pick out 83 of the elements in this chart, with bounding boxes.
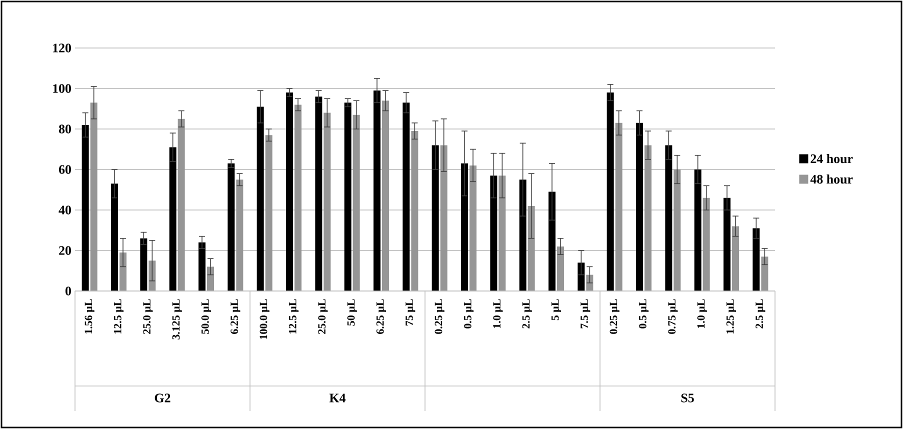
bar	[432, 145, 439, 291]
bar	[606, 92, 614, 291]
bar	[519, 180, 526, 291]
text: G2	[154, 394, 170, 402]
bar	[615, 122, 622, 291]
y-tick-label: 100	[53, 84, 71, 93]
x-tick-label: 1.0 µL	[493, 299, 503, 328]
bar	[461, 163, 468, 291]
bar	[207, 266, 214, 291]
y-tick-label: 20	[59, 246, 71, 255]
bar	[140, 238, 148, 291]
x-tick-label: 2.5 µL	[522, 299, 532, 328]
bar	[265, 135, 272, 291]
x-tick-label: 1.56 µL	[84, 299, 94, 334]
y-tick-label: 0	[66, 286, 71, 296]
bar	[644, 145, 652, 291]
x-tick-label: 12.5 µL	[114, 299, 124, 334]
bar	[178, 118, 185, 291]
bar	[694, 170, 702, 291]
bar	[578, 262, 585, 291]
x-tick-label: 0.75 µL	[668, 299, 678, 334]
x-tick-label: 25.0 µL	[143, 299, 153, 334]
bar	[315, 96, 322, 291]
bar	[352, 114, 360, 291]
x-tick-label: 2.5 µL	[756, 299, 766, 328]
x-tick-label: 1.0 µL	[697, 299, 707, 328]
y-tick-label: 60	[58, 165, 71, 174]
bar	[752, 228, 760, 291]
bar	[324, 112, 331, 291]
x-tick-label: 75 µL	[406, 299, 416, 326]
x-tick-label: 0.5 µL	[638, 299, 649, 328]
x-tick-label: 0.5 µL	[464, 299, 474, 328]
bar	[90, 102, 98, 291]
bar	[286, 92, 294, 291]
bar	[702, 198, 710, 291]
text: K4	[329, 394, 346, 402]
x-tick-label: 50 µL	[347, 299, 357, 326]
x-tick-label: 25.0 µL	[318, 299, 328, 334]
x-tick-label: 12.5 µL	[288, 299, 299, 334]
bar	[111, 184, 118, 291]
bar	[256, 106, 264, 291]
bar	[732, 226, 740, 291]
x-tick-label: 1.25 µL	[726, 299, 736, 334]
bar	[382, 100, 390, 291]
bar	[374, 90, 381, 291]
bar	[120, 252, 127, 291]
x-tick-label: 6.25 µL	[376, 299, 386, 334]
bar	[636, 122, 644, 291]
legend-label: 24 hour	[810, 154, 853, 164]
bar	[228, 163, 235, 291]
bar	[586, 274, 594, 291]
bar	[236, 180, 244, 291]
bar	[82, 124, 89, 291]
legend-label: 48 hour	[810, 174, 853, 184]
bar	[761, 256, 768, 291]
bar	[411, 131, 418, 291]
bar	[440, 145, 448, 291]
bar	[198, 242, 206, 291]
bar	[548, 192, 556, 291]
bar	[557, 246, 564, 291]
y-tick-label: 120	[53, 44, 71, 52]
x-tick-label: 0.25 µL	[610, 299, 620, 334]
x-tick-label: 6.25 µL	[230, 299, 240, 334]
y-tick-label: 40	[58, 206, 71, 214]
bar	[402, 102, 410, 291]
bar	[344, 102, 352, 291]
bar	[490, 176, 498, 291]
x-tick-label: 3.125 µL	[172, 299, 182, 340]
x-tick-label: 50.0 µL	[201, 299, 212, 334]
bar	[294, 104, 302, 291]
bar	[498, 176, 506, 291]
bar	[674, 170, 681, 291]
bar	[528, 206, 535, 291]
bar	[724, 198, 731, 291]
bar	[665, 145, 672, 291]
bar	[470, 165, 477, 291]
x-tick-label: 7.5 µL	[580, 299, 590, 328]
y-tick-label: 80	[58, 124, 71, 134]
text: S5	[681, 394, 694, 402]
bar	[169, 147, 176, 291]
x-tick-label: 5 µL	[552, 299, 562, 320]
x-tick-label: 100.0 µL	[260, 299, 270, 339]
x-tick-label: 0.25 µL	[434, 299, 444, 334]
